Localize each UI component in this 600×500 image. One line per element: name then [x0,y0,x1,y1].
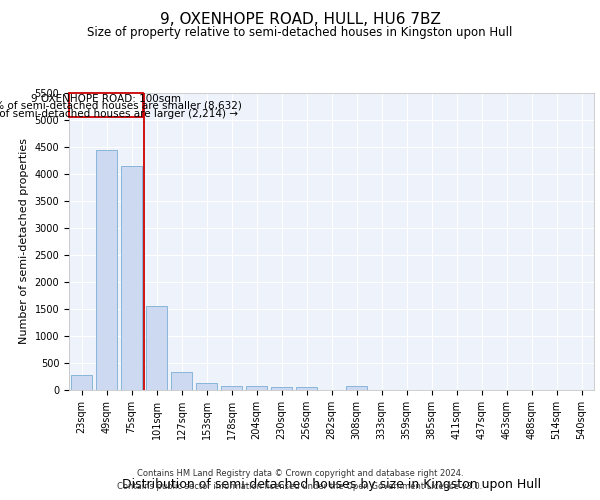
Text: Size of property relative to semi-detached houses in Kingston upon Hull: Size of property relative to semi-detach… [88,26,512,39]
Text: Contains HM Land Registry data © Crown copyright and database right 2024.
Contai: Contains HM Land Registry data © Crown c… [118,470,482,491]
Text: 9 OXENHOPE ROAD: 100sqm: 9 OXENHOPE ROAD: 100sqm [31,94,181,104]
Y-axis label: Number of semi-detached properties: Number of semi-detached properties [19,138,29,344]
Bar [296,387,317,390]
Text: ← 79% of semi-detached houses are smaller (8,632): ← 79% of semi-detached houses are smalle… [0,101,242,111]
FancyBboxPatch shape [69,93,143,118]
Bar [346,386,367,390]
Bar [146,306,167,390]
Text: 20% of semi-detached houses are larger (2,214) →: 20% of semi-detached houses are larger (… [0,108,238,118]
Bar [171,372,192,390]
Bar [196,383,217,390]
Bar [71,375,92,390]
Bar [246,386,267,390]
X-axis label: Distribution of semi-detached houses by size in Kingston upon Hull: Distribution of semi-detached houses by … [122,478,541,491]
Bar [221,386,242,390]
Bar [96,150,117,390]
Text: 9, OXENHOPE ROAD, HULL, HU6 7BZ: 9, OXENHOPE ROAD, HULL, HU6 7BZ [160,12,440,28]
Bar [271,387,292,390]
Bar [121,166,142,390]
